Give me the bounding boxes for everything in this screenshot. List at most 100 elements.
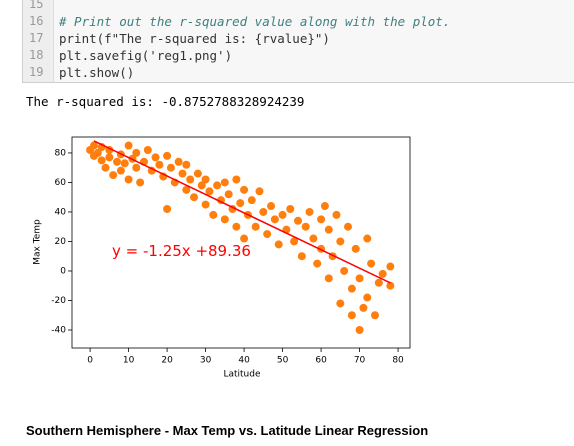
- point: [193, 169, 202, 178]
- point: [178, 169, 187, 178]
- point: [324, 274, 333, 283]
- point: [324, 225, 333, 234]
- point: [224, 190, 233, 199]
- point: [313, 259, 322, 268]
- point: [220, 215, 229, 224]
- point: [309, 234, 318, 243]
- point: [247, 196, 256, 205]
- code-line: print(f"The r-squared is: {rvalue}"): [59, 31, 330, 46]
- point: [143, 145, 152, 154]
- annotation: y = -1.25x +89.36: [112, 242, 251, 260]
- point: [301, 222, 310, 231]
- y-tick-label: 40: [55, 207, 67, 217]
- point: [351, 244, 360, 253]
- x-tick-label: 20: [161, 356, 173, 366]
- point: [370, 311, 379, 320]
- y-tick-label: -40: [51, 325, 66, 335]
- x-tick-label: 50: [277, 356, 289, 366]
- point: [124, 141, 133, 150]
- point: [147, 166, 156, 175]
- point: [116, 166, 125, 175]
- point: [340, 266, 349, 275]
- point: [240, 234, 249, 243]
- x-tick-label: 0: [87, 356, 93, 366]
- gutter: [23, 0, 54, 82]
- point: [359, 303, 368, 312]
- point: [190, 193, 199, 202]
- point: [332, 210, 341, 219]
- point: [232, 175, 241, 184]
- point: [205, 187, 214, 196]
- point: [386, 281, 395, 290]
- point: [297, 252, 306, 261]
- point: [174, 157, 183, 166]
- point: [344, 222, 353, 231]
- point: [136, 178, 145, 187]
- point: [378, 269, 387, 278]
- point: [274, 240, 283, 249]
- plot-frame: [71, 136, 411, 349]
- point: [336, 299, 345, 308]
- point: [124, 175, 133, 184]
- y-tick-label: 80: [55, 148, 67, 158]
- point: [293, 216, 302, 225]
- point: [97, 156, 106, 165]
- point: [163, 151, 172, 160]
- regression-line: [93, 140, 391, 284]
- x-tick-label: 60: [315, 356, 327, 366]
- point: [263, 230, 272, 239]
- point: [259, 207, 268, 216]
- line-number: 17: [29, 31, 44, 45]
- point: [347, 284, 356, 293]
- point: [267, 202, 276, 211]
- y-tick-label: 60: [55, 178, 67, 188]
- point: [286, 205, 295, 214]
- point: [132, 148, 141, 157]
- point: [105, 153, 114, 162]
- point: [182, 160, 191, 169]
- point: [240, 185, 249, 194]
- y-tick-label: 0: [60, 266, 66, 276]
- point: [305, 207, 314, 216]
- point: [155, 160, 164, 169]
- point: [113, 157, 122, 166]
- heading: Southern Hemisphere - Max Temp vs. Latit…: [26, 423, 429, 438]
- point: [101, 163, 110, 172]
- line-number: 19: [29, 65, 44, 79]
- x-tick-label: 40: [238, 356, 250, 366]
- point: [355, 325, 364, 334]
- point: [132, 163, 141, 172]
- point: [374, 278, 383, 287]
- point: [251, 222, 260, 231]
- point: [197, 181, 206, 190]
- point: [290, 237, 299, 246]
- point: [320, 202, 329, 211]
- x-axis-label: Latitude: [223, 370, 261, 380]
- point: [201, 200, 210, 209]
- y-axis-label: Max Temp: [33, 219, 43, 265]
- point: [186, 175, 195, 184]
- point: [220, 178, 229, 187]
- point: [232, 222, 241, 231]
- point: [236, 199, 245, 208]
- output-text: The r-squared is: -0.8752788328924239: [26, 94, 305, 109]
- y-tick-label: 20: [55, 237, 67, 247]
- point: [386, 262, 395, 271]
- x-tick-label: 30: [200, 356, 212, 366]
- point: [336, 237, 345, 246]
- point: [109, 171, 118, 180]
- code-line: plt.show(): [59, 65, 135, 80]
- point: [367, 259, 376, 268]
- point: [255, 187, 264, 196]
- point: [93, 148, 102, 157]
- point: [270, 215, 279, 224]
- x-tick-label: 10: [123, 356, 135, 366]
- line-number: 15: [29, 0, 44, 11]
- point: [163, 205, 172, 214]
- line-number: 16: [29, 14, 44, 28]
- point: [213, 181, 222, 190]
- y-tick-label: -20: [51, 296, 66, 306]
- point: [317, 215, 326, 224]
- point: [209, 210, 218, 219]
